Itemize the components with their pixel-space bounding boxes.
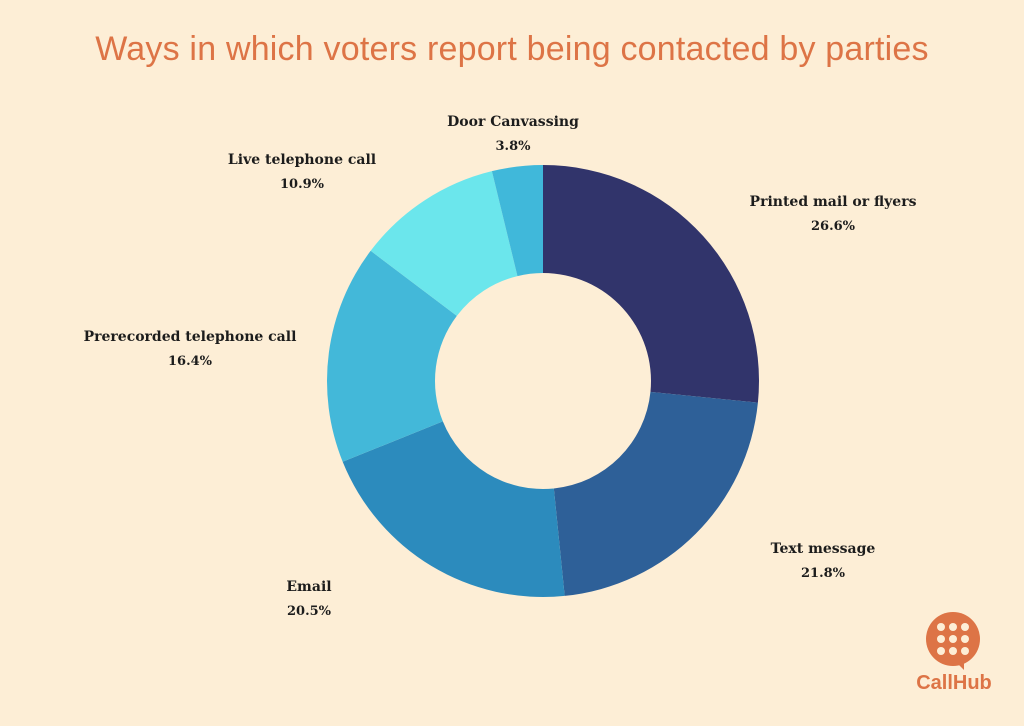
slice-label: Email bbox=[286, 579, 331, 595]
slice-label: Live telephone call bbox=[228, 152, 376, 168]
slice-value-label: 26.6% bbox=[811, 219, 856, 234]
slice-door-canvassing bbox=[491, 165, 543, 277]
slice-value-label: 20.5% bbox=[287, 604, 332, 619]
label-group: Printed mail or flyers 26.6% Text message 2… bbox=[84, 114, 917, 619]
slice-label: Text message bbox=[771, 541, 876, 557]
logo-text: CallHub bbox=[916, 672, 992, 694]
chart-title: Ways in which voters report being contac… bbox=[95, 30, 929, 68]
chat-bubble-tail bbox=[950, 656, 964, 670]
callhub-logo: CallHub bbox=[908, 612, 1000, 702]
logo-dots bbox=[937, 623, 971, 657]
slice-label: Prerecorded telephone call bbox=[84, 329, 297, 345]
slice-label: Printed mail or flyers bbox=[750, 194, 917, 210]
slice-live-telephone-call bbox=[370, 171, 518, 316]
slice-value-label: 16.4% bbox=[168, 354, 213, 369]
slice-value-label: 10.9% bbox=[280, 177, 325, 192]
slice-label: Door Canvassing bbox=[447, 114, 579, 130]
slice-prerecorded-telephone-call bbox=[327, 250, 457, 462]
slice-text-message bbox=[553, 391, 758, 596]
slice-value-label: 21.8% bbox=[801, 566, 846, 581]
slice-group bbox=[327, 165, 759, 597]
slice-printed-mail-or-flyers bbox=[543, 165, 759, 403]
slice-value-label: 3.8% bbox=[496, 139, 532, 154]
slice-email bbox=[342, 421, 565, 597]
